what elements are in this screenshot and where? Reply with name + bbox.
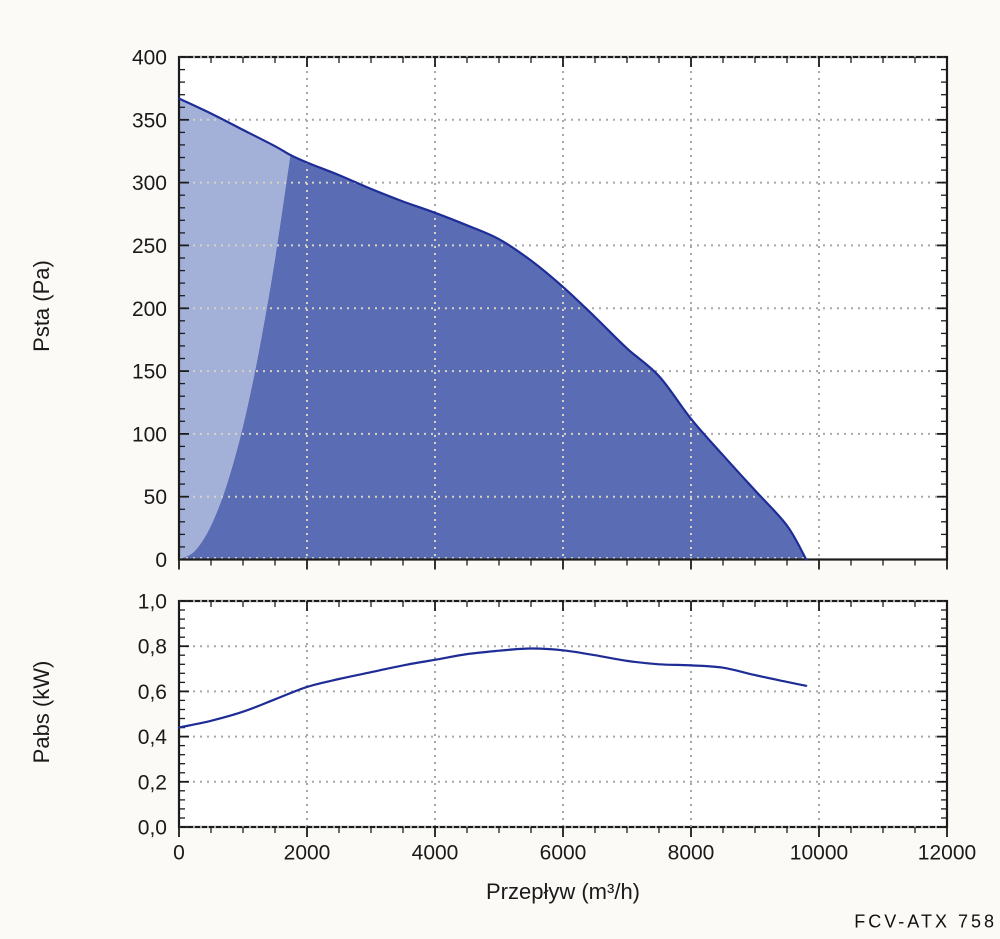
pressure-chart-y-tick-labels: 0 50 100 150 200 250 300 350 400 [132, 47, 167, 573]
y-tick-label: 0 [155, 549, 167, 572]
y-tick-label: 50 [144, 486, 167, 509]
y-tick-label: 0,4 [138, 726, 168, 749]
model-label: FCV-ATX 758 [854, 911, 997, 932]
pressure-chart-ticks [178, 56, 948, 570]
y-tick-label: 300 [132, 172, 167, 195]
x-tick-label: 8000 [668, 842, 715, 865]
y-tick-label: 0,8 [138, 636, 167, 659]
psta-curve [177, 97, 808, 561]
x-tick-label: 12000 [918, 842, 976, 865]
charts: 0 50 100 150 200 250 300 350 400 0,0 0,2 0,4 0,6 0,8 1… [132, 47, 976, 865]
y-tick-label: 350 [132, 109, 167, 132]
pabs-curve [177, 647, 808, 729]
y-tick-label: 100 [132, 423, 167, 446]
x-tick-label: 4000 [412, 842, 459, 865]
low-flow-region-fill [179, 98, 291, 560]
pressure-chart: 0 50 100 150 200 250 300 350 400 [132, 47, 949, 573]
y-tick-label: 150 [132, 361, 167, 384]
x-tick-label: 0 [173, 842, 185, 865]
power-chart-grid [179, 601, 947, 827]
y-tick-label: 400 [132, 47, 167, 70]
y-tick-label: 250 [132, 235, 167, 258]
y-tick-label: 0,6 [138, 681, 167, 704]
operating-region-fill [179, 155, 807, 560]
y-tick-label: 0,2 [138, 771, 167, 794]
pressure-y-axis-title: Psta (Pa) [29, 260, 54, 352]
power-y-axis-title: Pabs (kW) [29, 660, 54, 764]
power-chart-ticks [178, 600, 948, 837]
x-tick-label: 6000 [540, 842, 587, 865]
x-tick-label: 10000 [790, 842, 848, 865]
x-tick-label: 2000 [284, 842, 331, 865]
power-chart-y-tick-labels: 0,0 0,2 0,4 0,6 0,8 1,0 [138, 591, 168, 840]
power-chart: 0,0 0,2 0,4 0,6 0,8 1,0 0 2000 4000 6000 8000 10000… [138, 591, 976, 865]
flow-x-axis-title: Przepływ (m³/h) [485, 879, 641, 904]
y-tick-label: 0,0 [138, 817, 167, 840]
y-tick-label: 200 [132, 298, 167, 321]
x-tick-labels: 0 2000 4000 6000 8000 10000 12000 [173, 842, 976, 865]
y-tick-label: 1,0 [138, 591, 167, 614]
